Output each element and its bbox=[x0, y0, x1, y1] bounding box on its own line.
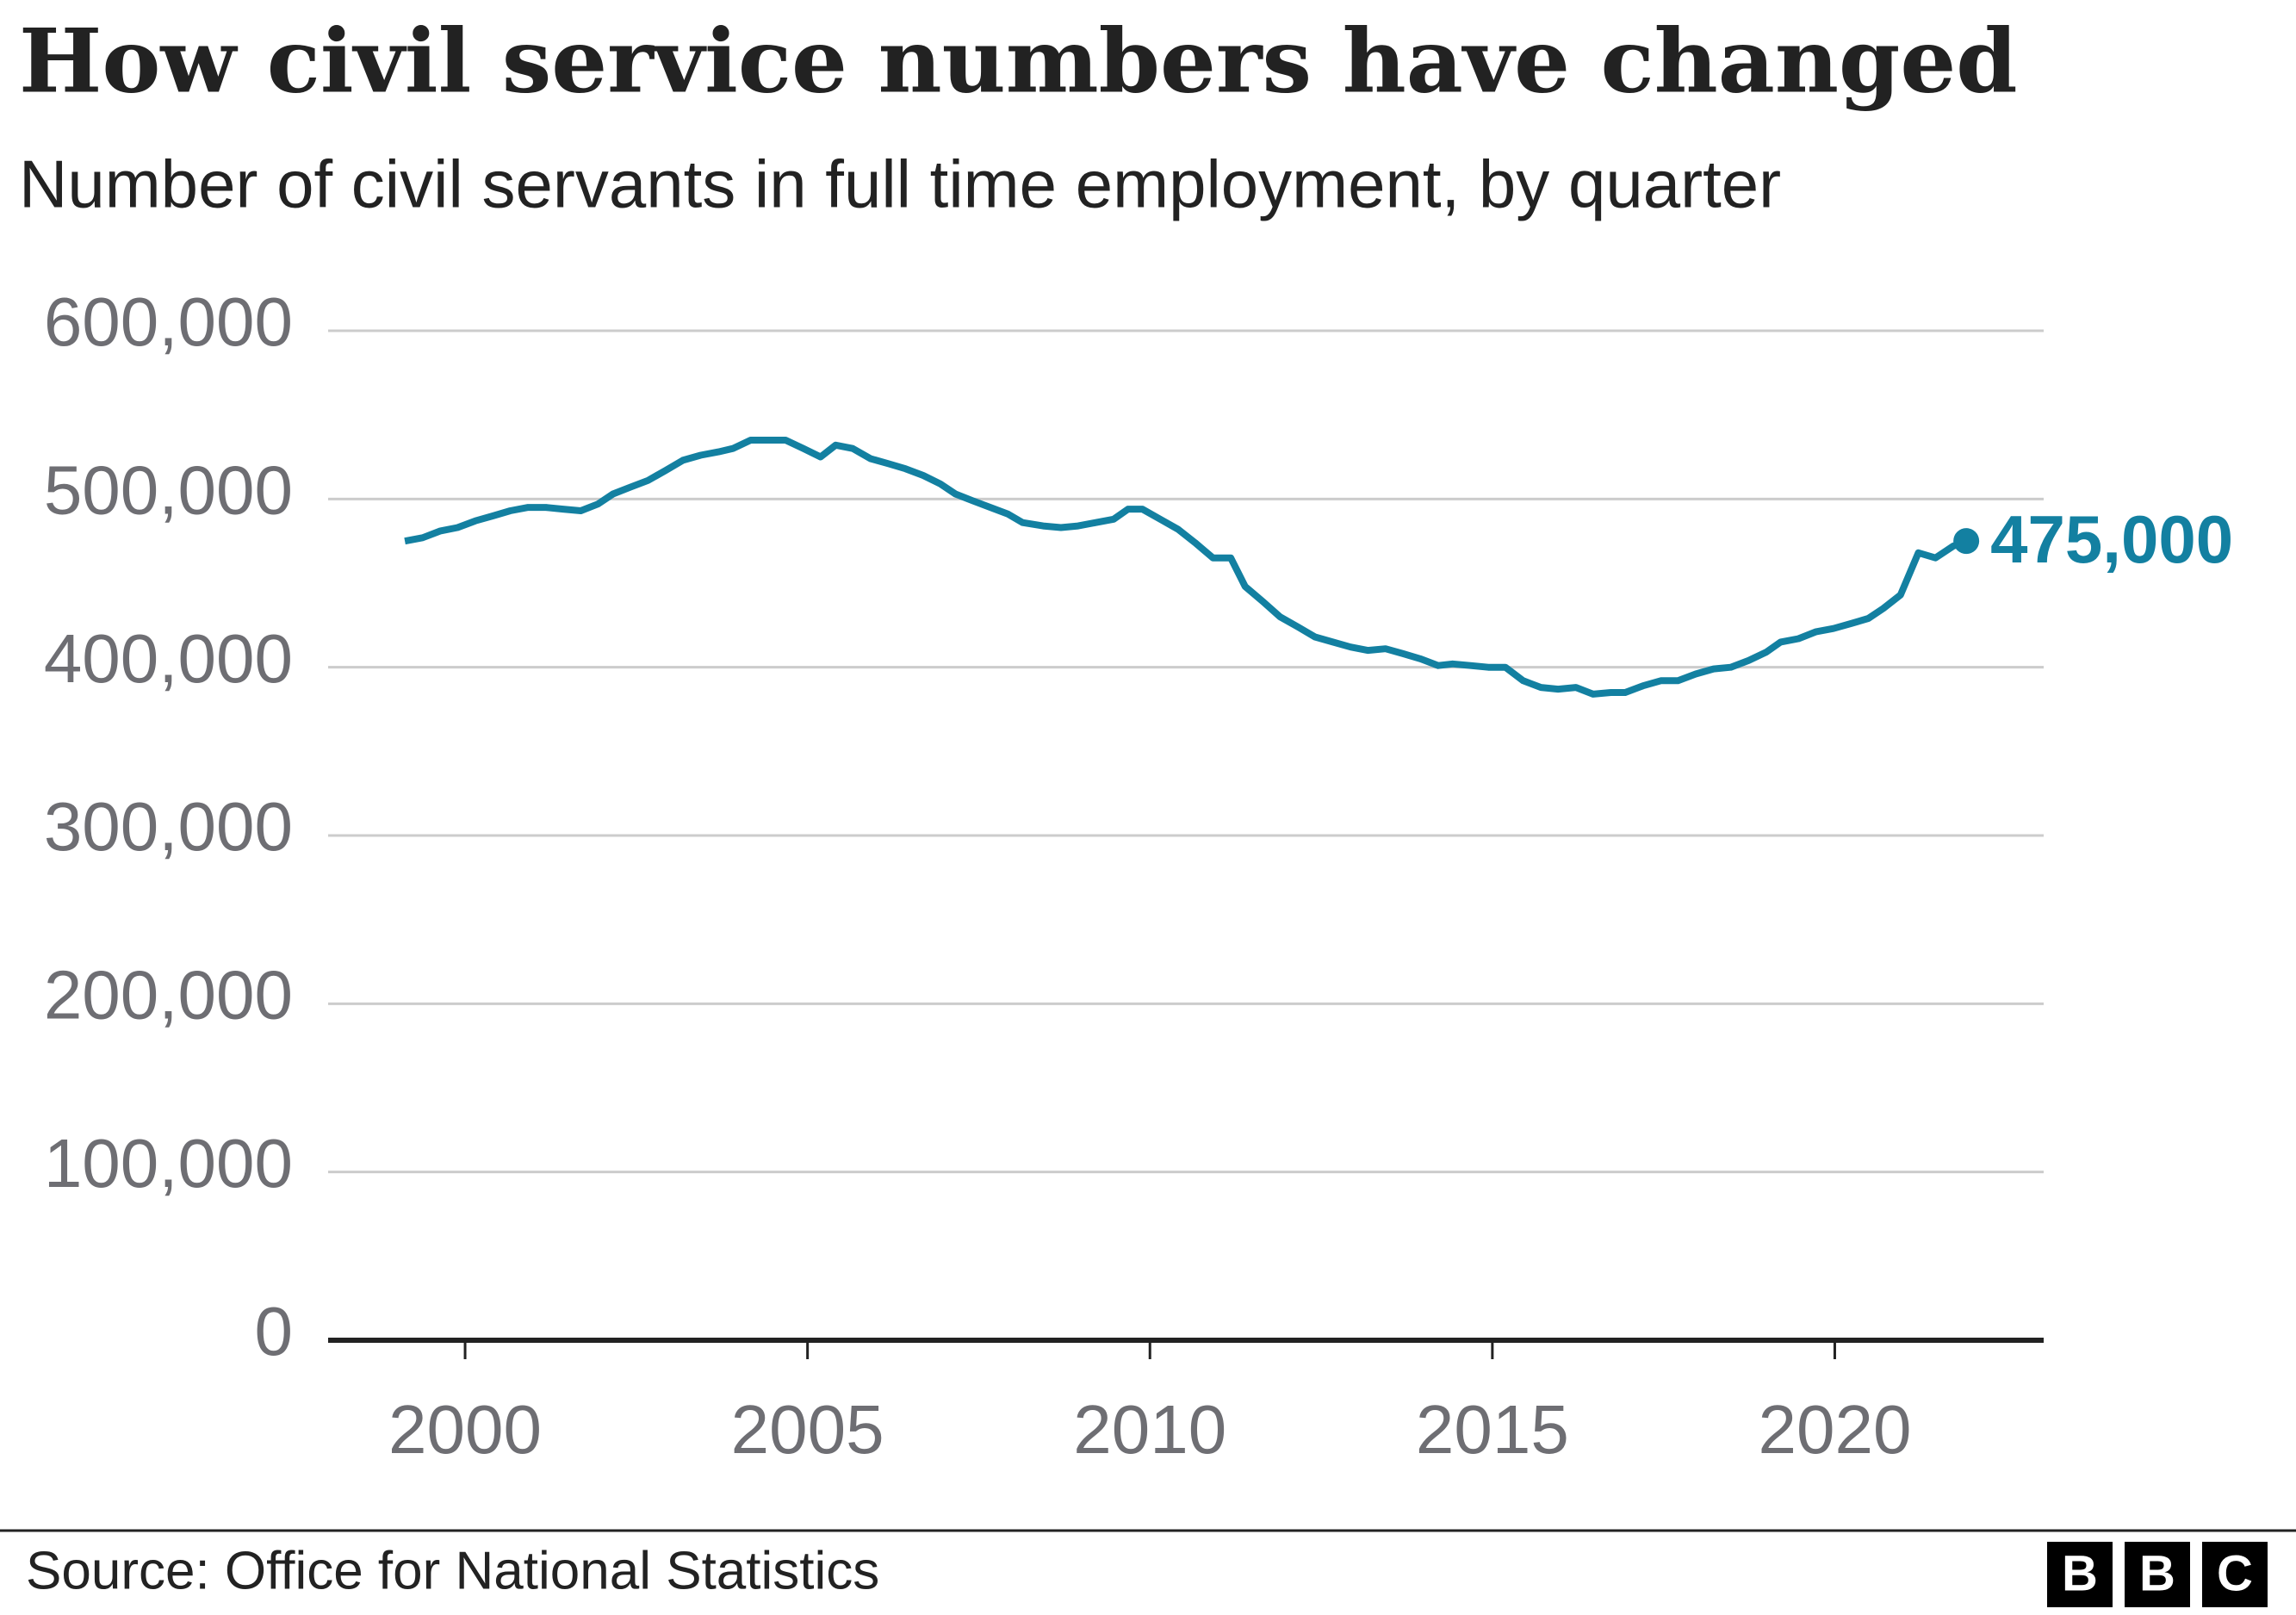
chart-title: How civil service numbers have changed bbox=[19, 10, 2018, 114]
x-tick-label: 2015 bbox=[1416, 1391, 1569, 1468]
y-tick-label: 200,000 bbox=[44, 956, 293, 1033]
y-tick-label: 100,000 bbox=[44, 1125, 293, 1202]
x-tick-label: 2010 bbox=[1073, 1391, 1226, 1468]
y-tick-label: 400,000 bbox=[44, 620, 293, 697]
logo-letter: C bbox=[2217, 1545, 2253, 1601]
logo-letter: B bbox=[2139, 1545, 2175, 1601]
end-label: 475,000 bbox=[1990, 501, 2233, 577]
series-line bbox=[404, 437, 1968, 698]
x-tick-label: 2000 bbox=[388, 1391, 542, 1468]
y-tick-label: 500,000 bbox=[44, 451, 293, 528]
y-tick-label: 300,000 bbox=[44, 788, 293, 865]
source: Source: Office for National Statistics bbox=[26, 1541, 879, 1600]
y-tick-label: 0 bbox=[255, 1293, 294, 1370]
logo-letter: B bbox=[2062, 1545, 2098, 1601]
x-tick-label: 2020 bbox=[1758, 1391, 1911, 1468]
chart-subtitle: Number of civil servants in full time em… bbox=[19, 146, 1781, 222]
logo-box bbox=[2125, 1542, 2190, 1607]
logo-box bbox=[2202, 1542, 2268, 1607]
x-tick-label: 2005 bbox=[731, 1391, 884, 1468]
logo-box bbox=[2047, 1542, 2113, 1607]
end-point bbox=[1953, 528, 1980, 555]
y-tick-label: 600,000 bbox=[44, 283, 293, 360]
